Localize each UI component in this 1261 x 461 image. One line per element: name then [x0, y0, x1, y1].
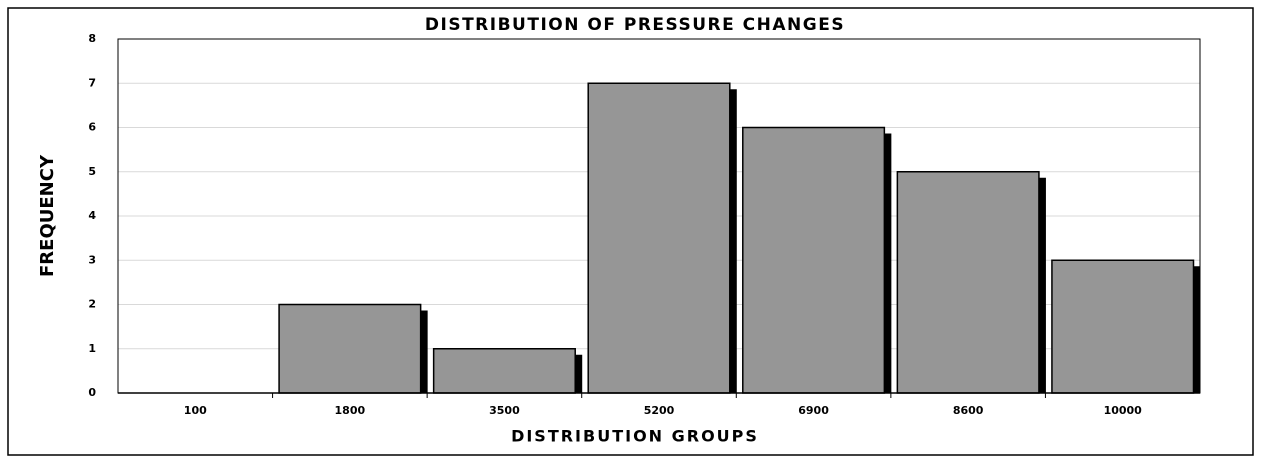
y-tick-label: 0 — [88, 386, 96, 399]
bar-shadow — [884, 133, 892, 393]
y-tick-label: 6 — [88, 121, 96, 134]
bar — [896, 171, 1040, 394]
y-tick-label: 3 — [88, 253, 96, 266]
x-tick-label: 6900 — [798, 404, 829, 417]
chart-title: DISTRIBUTION OF PRESSURE CHANGES — [425, 15, 845, 35]
y-tick-label: 5 — [88, 165, 96, 178]
bar-shadow — [575, 354, 583, 393]
bar — [432, 348, 576, 394]
y-tick-label: 7 — [88, 76, 96, 89]
y-tick-label: 8 — [88, 32, 96, 45]
bar — [1051, 259, 1195, 394]
x-tick-label: 5200 — [644, 404, 675, 417]
y-tick-label: 1 — [88, 342, 96, 355]
x-tick-label: 1800 — [335, 404, 366, 417]
bar-shadow — [1193, 266, 1201, 393]
bar — [587, 82, 731, 394]
bar-shadow — [729, 89, 737, 393]
x-axis-title: DISTRIBUTION GROUPS — [511, 427, 759, 446]
x-tick-label: 3500 — [489, 404, 520, 417]
x-tick-label: 10000 — [1104, 404, 1143, 417]
y-tick-label: 2 — [88, 298, 96, 311]
y-axis-title: FREQUENCY — [37, 154, 58, 277]
bar-shadow — [1038, 177, 1046, 393]
x-tick-label: 8600 — [953, 404, 984, 417]
y-tick-label: 4 — [88, 209, 96, 222]
bar — [742, 126, 886, 394]
bar — [278, 303, 422, 394]
bar-shadow — [420, 310, 428, 393]
x-tick-label: 100 — [184, 404, 207, 417]
